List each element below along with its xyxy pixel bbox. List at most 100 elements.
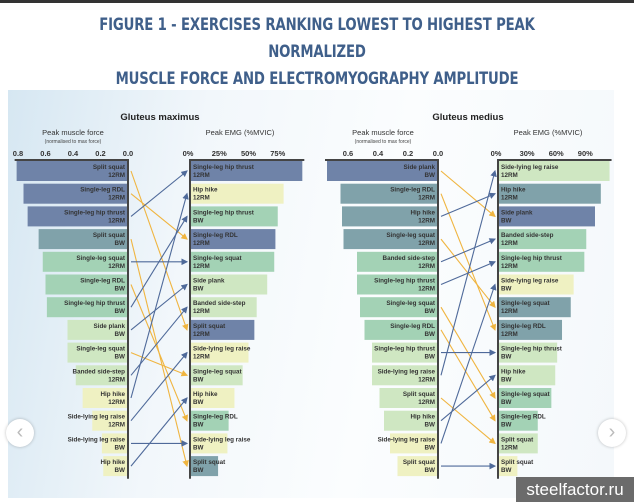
force-bar	[46, 297, 128, 318]
force-tick-label: 0.8	[13, 149, 23, 158]
force-bar-label: Side-lying leg raise	[378, 368, 436, 375]
emg-tick-label: 75%	[270, 149, 285, 158]
force-bar-load: 12RM	[418, 217, 435, 224]
emg-bar-load: 12RM	[193, 354, 210, 361]
emg-bar-load: 12RM	[193, 263, 210, 270]
force-bar-label: Split squat	[93, 232, 126, 239]
emg-tick-label: 0%	[491, 149, 502, 158]
emg-bar-label: Side plank	[501, 209, 533, 216]
rank-connector	[130, 351, 188, 422]
emg-bar	[498, 229, 587, 250]
emg-bar-label: Single-leg squat	[501, 300, 551, 307]
force-tick-label: 0.6	[343, 149, 353, 158]
force-bar-label: Side-lying leg raise	[378, 436, 436, 443]
force-bar-label: Hip hike	[101, 459, 126, 466]
force-bar-load: 12RM	[418, 263, 435, 270]
emg-bar	[190, 342, 249, 363]
emg-bar-label: Single-leg squat	[193, 255, 243, 262]
emg-bar	[498, 251, 585, 272]
force-bar-label: Hip hike	[411, 209, 436, 216]
emg-bar-load: 12RM	[501, 331, 518, 338]
force-bar	[390, 433, 438, 454]
force-bar-load: BW	[425, 444, 436, 451]
emg-bar-load: 12RM	[501, 195, 518, 202]
force-bar	[357, 274, 438, 295]
emg-bar-label: Banded side-step	[193, 300, 246, 307]
rank-connector	[130, 170, 188, 217]
emg-bar-load: BW	[501, 399, 512, 406]
force-bar-label: Banded side-step	[383, 255, 436, 262]
emg-bar-label: Split squat	[501, 436, 534, 443]
rank-connector	[440, 170, 496, 218]
rank-connector	[440, 397, 496, 445]
emg-bar	[190, 319, 255, 340]
force-bar-load: BW	[425, 467, 436, 474]
prev-slide-button[interactable]: ‹	[6, 419, 34, 447]
rank-connector	[130, 397, 188, 467]
emg-bar-label: Single-leg squat	[193, 368, 243, 375]
force-bar-load: 12RM	[108, 217, 125, 224]
emg-bar-label: Single-leg RDL	[193, 414, 238, 421]
emg-bar	[498, 161, 610, 181]
force-bar-label: Split squat	[403, 459, 436, 466]
force-bar	[343, 229, 438, 250]
emg-bar-load: BW	[501, 467, 512, 474]
emg-bar-label: Side-lying leg raise	[501, 278, 559, 285]
rank-connector	[130, 352, 189, 377]
force-bar-load: 12RM	[108, 263, 125, 270]
next-slide-button[interactable]: ›	[598, 419, 626, 447]
emg-bar-load: BW	[193, 444, 204, 451]
rank-connector	[440, 374, 496, 422]
title-line-1: FIGURE 1 - EXERCISES RANKING LOWEST TO H…	[99, 15, 535, 62]
emg-bar-load: BW	[193, 286, 204, 293]
force-axis-sublabel: (normalised to max force)	[45, 139, 102, 145]
force-bar-load: BW	[425, 308, 436, 315]
emg-bar	[498, 297, 571, 318]
force-bar-label: Side-lying leg raise	[68, 414, 126, 421]
force-bar-load: 12RM	[418, 195, 435, 202]
force-bar-load: BW	[425, 172, 436, 179]
emg-bar	[498, 206, 595, 227]
emg-bar-label: Single-leg RDL	[501, 323, 546, 330]
force-tick-label: 0.0	[123, 149, 133, 158]
force-bar-load: 12RM	[418, 240, 435, 247]
emg-bar-label: Side-lying leg raise	[193, 436, 251, 443]
emg-bar-load: 12RM	[501, 240, 518, 247]
emg-bar-load: 12RM	[193, 195, 210, 202]
emg-bar-label: Hip hike	[501, 368, 526, 375]
emg-bar-load: BW	[193, 399, 204, 406]
force-bar-load: BW	[115, 286, 126, 293]
emg-bar-label: Split squat	[193, 459, 226, 466]
force-bar	[372, 365, 438, 386]
rank-connector	[130, 283, 188, 331]
emg-bar-load: BW	[501, 286, 512, 293]
force-bar-label: Split squat	[403, 391, 436, 398]
force-bar	[45, 274, 128, 295]
emg-bar	[190, 456, 219, 477]
emg-bar-load: BW	[193, 217, 204, 224]
emg-bar-label: Hip hike	[501, 187, 526, 194]
force-bar	[103, 456, 128, 477]
emg-bar	[190, 183, 284, 204]
force-bar-load: BW	[425, 331, 436, 338]
emg-bar	[498, 433, 538, 454]
force-bar-load: BW	[115, 444, 126, 451]
force-bar-label: Single-leg squat	[386, 300, 436, 307]
force-tick-label: 0.4	[68, 149, 79, 158]
title-line-2: MUSCLE FORCE AND ELECTROMYOGRAPHY AMPLIT…	[115, 69, 519, 89]
emg-bar	[190, 274, 268, 295]
emg-tick-label: 60%	[549, 149, 564, 158]
emg-bar	[190, 297, 257, 318]
top-bar	[0, 0, 634, 3]
force-bar	[379, 388, 438, 408]
emg-bar-load: 12RM	[193, 331, 210, 338]
force-bar-load: 12RM	[418, 376, 435, 383]
force-axis-label: Peak muscle force	[352, 128, 414, 137]
force-bar	[384, 410, 438, 431]
emg-bar-load: 12RM	[193, 240, 210, 247]
emg-bar	[498, 410, 538, 431]
emg-bar-label: Banded side-step	[501, 232, 554, 239]
force-bar-label: Side-lying leg raise	[68, 436, 126, 443]
force-bar-load: 12RM	[418, 399, 435, 406]
rank-connector	[440, 283, 497, 444]
